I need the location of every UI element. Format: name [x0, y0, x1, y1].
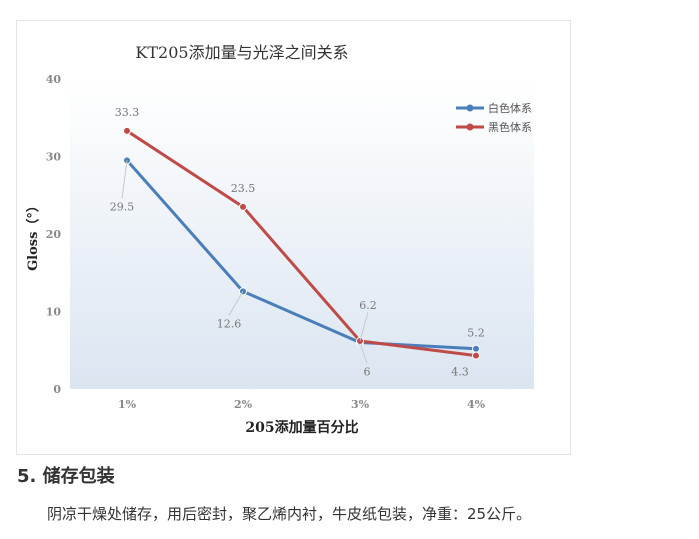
y-tick-label: 0: [53, 383, 61, 396]
x-tick-label: 3%: [351, 398, 370, 411]
data-label-leader: [228, 291, 244, 316]
data-label: 6: [364, 366, 371, 379]
y-tick-label: 20: [46, 228, 62, 241]
x-tick-label: 2%: [234, 398, 253, 411]
data-label: 12.6: [217, 317, 242, 330]
data-label: 29.5: [110, 200, 135, 213]
legend-swatch-marker: [466, 104, 474, 112]
data-label: 23.5: [231, 182, 256, 195]
storage-description: 阴凉干燥处储存，用后密封，聚乙烯内衬，牛皮纸包装，净重：25公斤。: [47, 505, 532, 523]
data-point: [472, 344, 480, 353]
data-label-leader: [359, 342, 368, 364]
x-tick-label: 1%: [118, 398, 137, 411]
data-label: 5.2: [467, 327, 485, 340]
legend-swatch-marker: [466, 123, 474, 131]
y-tick-label: 10: [46, 306, 62, 319]
data-point: [472, 351, 480, 360]
data-label-leader: [121, 160, 128, 199]
legend-label: 黑色体系: [488, 120, 532, 134]
data-label-leader: [359, 311, 369, 342]
data-label: 33.3: [115, 106, 140, 119]
series-line-1: [125, 159, 477, 351]
plot-area: [70, 79, 534, 389]
data-point: [123, 126, 131, 135]
line-chart: KT205添加量与光泽之间关系 Gloss（°） 205添加量百分比 0 10 20…: [25, 43, 534, 436]
series-line-2: [126, 129, 477, 358]
data-point: [239, 202, 247, 211]
x-axis-label: 205添加量百分比: [245, 419, 358, 436]
data-label: 6.2: [359, 299, 377, 312]
legend-label: 白色体系: [488, 101, 532, 115]
chart-title: KT205添加量与光泽之间关系: [135, 43, 348, 62]
x-tick-label: 4%: [467, 398, 486, 411]
chart-container: KT205添加量与光泽之间关系 Gloss（°） 205添加量百分比 0 10 20…: [16, 20, 571, 455]
y-tick-label: 30: [46, 151, 62, 164]
section-heading: 5. 储存包装: [17, 466, 115, 487]
data-label: 4.3: [451, 366, 469, 379]
y-axis-label: Gloss（°）: [25, 199, 41, 271]
y-tick-label: 40: [46, 73, 62, 86]
